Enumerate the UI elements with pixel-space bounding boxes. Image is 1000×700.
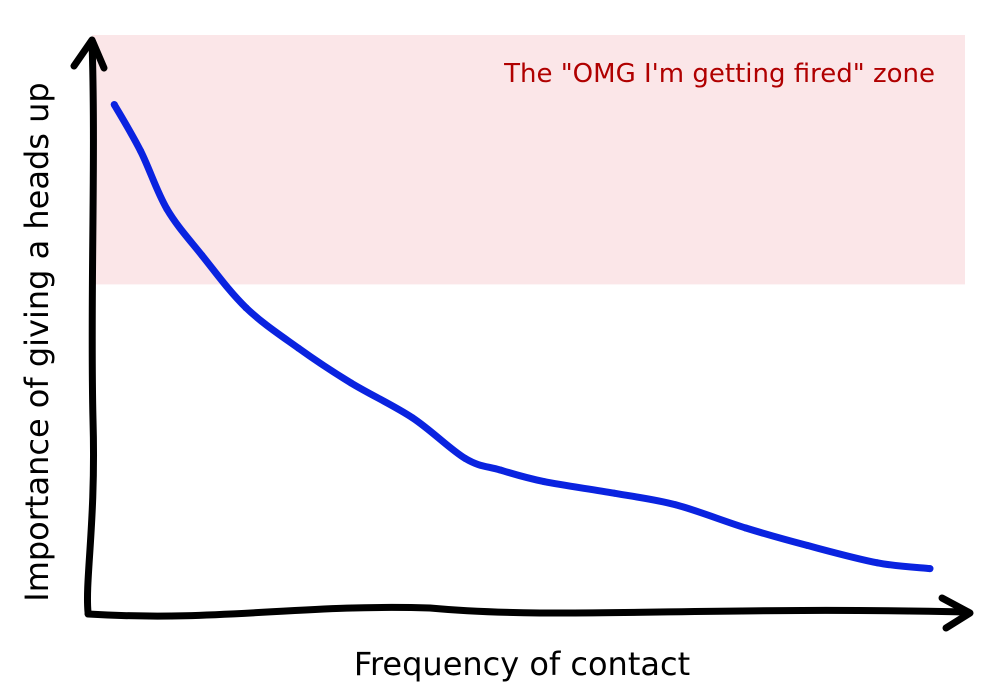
- data-point-3: [198, 251, 206, 259]
- data-point-4: [242, 304, 250, 312]
- data-point-9: [496, 466, 504, 474]
- data-point-16: [926, 565, 934, 573]
- data-point-10: [540, 478, 548, 486]
- data-point-13: [742, 524, 750, 532]
- data-point-11: [610, 489, 618, 497]
- y-axis-line: [83, 38, 98, 616]
- danger-zone-label: The "OMG I'm getting fired" zone: [503, 59, 935, 89]
- data-point-15: [873, 559, 881, 567]
- data-point-12: [672, 501, 680, 509]
- x-axis-label: Frequency of contact: [354, 645, 690, 683]
- data-point-6: [347, 379, 355, 387]
- danger-zone-band: [92, 35, 965, 285]
- y-axis-arrowhead: [70, 36, 108, 72]
- data-point-8: [461, 454, 469, 462]
- data-point-7: [408, 414, 416, 422]
- data-point-0: [110, 101, 118, 109]
- y-axis-label: Importance of giving a heads up: [18, 82, 56, 601]
- data-point-1: [137, 147, 145, 155]
- x-axis-line: [84, 603, 972, 620]
- data-point-14: [803, 541, 811, 549]
- x-axis-arrowhead: [938, 594, 974, 632]
- data-point-5: [294, 344, 302, 352]
- data-point-2: [163, 205, 171, 213]
